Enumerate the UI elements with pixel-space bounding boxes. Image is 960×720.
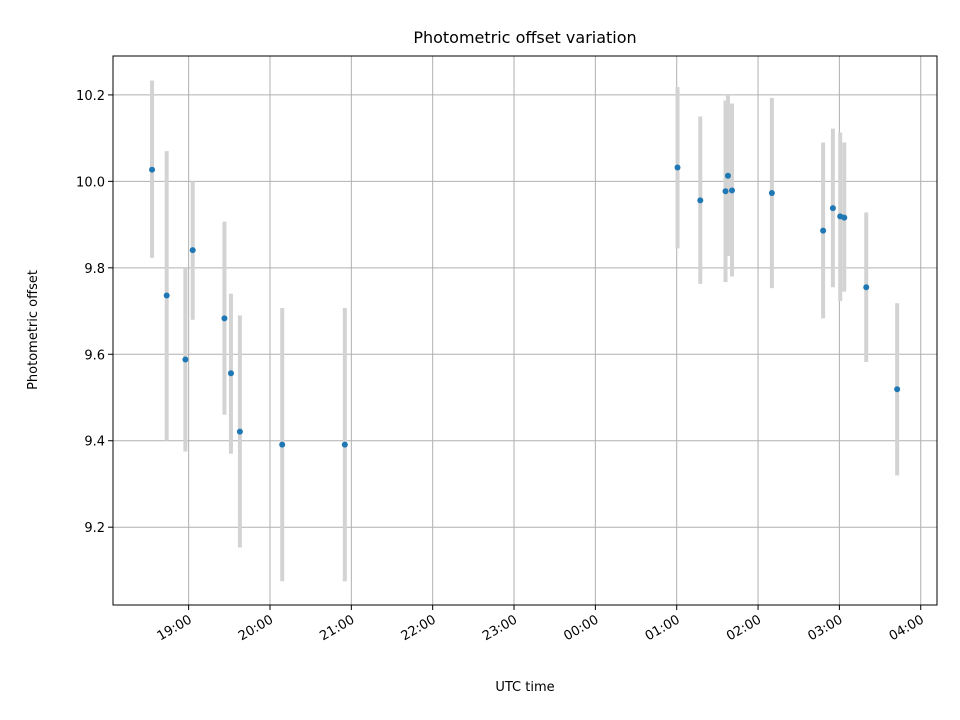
grid	[113, 56, 937, 605]
chart-title: Photometric offset variation	[413, 28, 636, 47]
data-point	[236, 428, 243, 435]
data-point	[182, 356, 189, 363]
data-point	[163, 292, 170, 299]
data-point	[820, 227, 827, 234]
y-axis-label: Photometric offset	[26, 270, 41, 390]
y-axis-ticks: 9.2 9.4 9.6 9.8 10.0 10.2	[76, 89, 113, 536]
data-point	[697, 197, 704, 204]
x-axis-label: UTC time	[495, 680, 554, 695]
data-point	[724, 172, 731, 179]
y-tick-label: 9.2	[84, 521, 105, 536]
data-point	[829, 205, 836, 212]
plot-frame	[112, 55, 938, 606]
data-point	[189, 247, 196, 254]
y-tick-label: 9.8	[84, 262, 105, 277]
data-point	[841, 214, 848, 221]
data-point	[227, 370, 234, 377]
data-point	[894, 386, 901, 393]
data-point	[729, 187, 736, 194]
y-tick-label: 10.0	[76, 175, 105, 190]
data-points	[149, 164, 901, 448]
data-point	[863, 284, 870, 291]
data-point	[149, 166, 156, 173]
y-tick-label: 10.2	[76, 89, 105, 104]
data-point	[279, 441, 286, 448]
data-point	[674, 164, 681, 171]
data-point	[722, 188, 729, 195]
data-point	[341, 441, 348, 448]
y-tick-label: 9.6	[84, 348, 105, 363]
data-point	[768, 190, 775, 197]
y-tick-label: 9.4	[84, 435, 105, 450]
data-point	[221, 315, 228, 322]
